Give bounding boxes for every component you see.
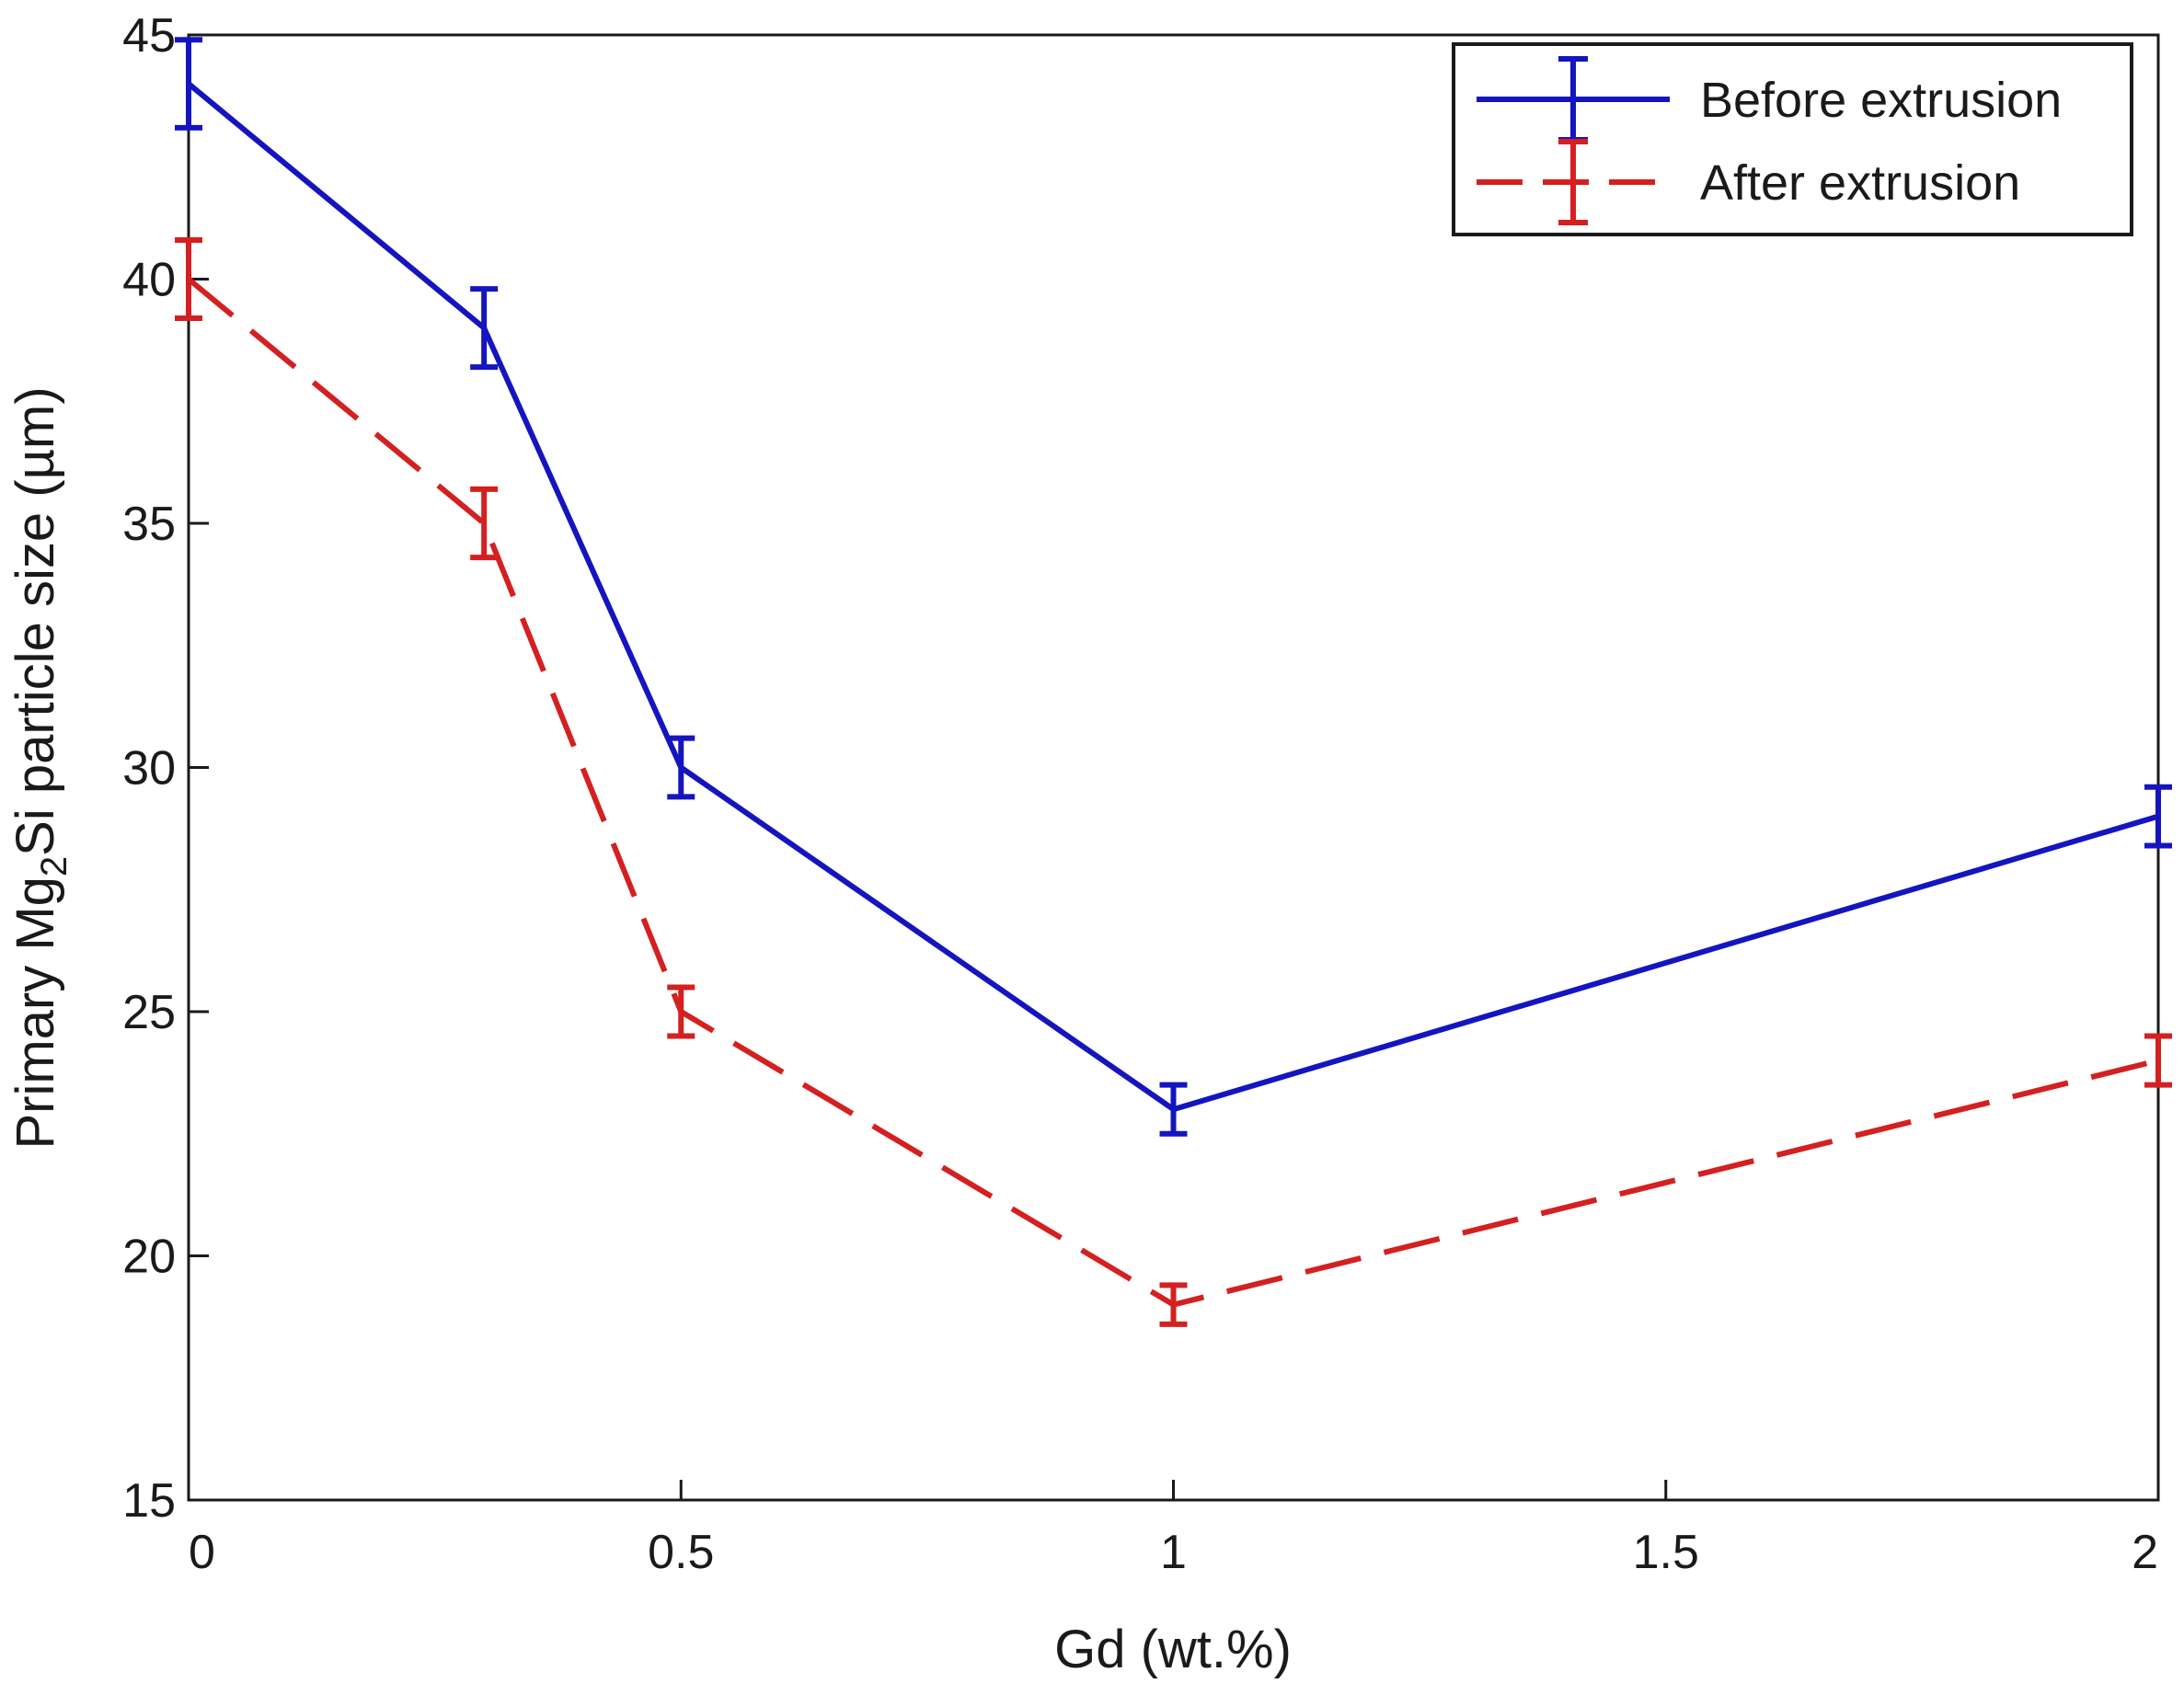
x-tick-label: 0.5: [648, 1526, 714, 1579]
x-axis-ticks: 0 0.5 1 1.5 2: [187, 1480, 2160, 1579]
x-tick-label: 0: [189, 1526, 215, 1579]
data-point: [679, 1010, 684, 1014]
legend-label: After extrusion: [1700, 155, 2020, 211]
data-point: [2156, 1059, 2160, 1063]
y-tick-label: 30: [122, 742, 176, 796]
data-point: [2156, 814, 2160, 819]
x-tick-label: 2: [2132, 1526, 2158, 1579]
data-point: [1171, 1302, 1176, 1307]
y-axis-title: Primary Mg2Si particle size (µm): [6, 386, 75, 1149]
y-axis-title-subscript: 2: [34, 856, 75, 876]
y-tick-label: 15: [122, 1474, 176, 1528]
y-tick-label: 45: [122, 9, 176, 63]
legend: Before extrusion After extrusion: [1452, 42, 2133, 236]
x-tick-label: 1: [1160, 1526, 1187, 1579]
y-tick-label: 40: [122, 254, 176, 307]
y-axis-title-suffix: Si particle size (µm): [6, 386, 65, 855]
x-axis-title: Gd (wt.%): [1054, 1620, 1292, 1679]
data-point: [679, 765, 684, 770]
y-tick-label: 35: [122, 498, 176, 551]
y-tick-label: 20: [122, 1231, 176, 1284]
y-axis-title-prefix: Primary Mg: [6, 876, 65, 1149]
data-point: [482, 521, 487, 525]
data-point: [482, 326, 487, 330]
legend-entry-2: After extrusion: [1477, 139, 2020, 225]
legend-entry-1: Before extrusion: [1477, 56, 2062, 143]
legend-label: Before extrusion: [1700, 73, 2062, 128]
data-point: [187, 277, 190, 281]
data-point: [1171, 1107, 1176, 1112]
y-axis-ticks: 15 20 25 30 35 40 45: [122, 9, 209, 1528]
y-tick-label: 25: [122, 986, 176, 1039]
x-tick-label: 1.5: [1633, 1526, 1699, 1579]
data-point: [187, 82, 190, 86]
series-layer: [175, 37, 2172, 1327]
plot-area-frame: [187, 33, 2160, 1502]
